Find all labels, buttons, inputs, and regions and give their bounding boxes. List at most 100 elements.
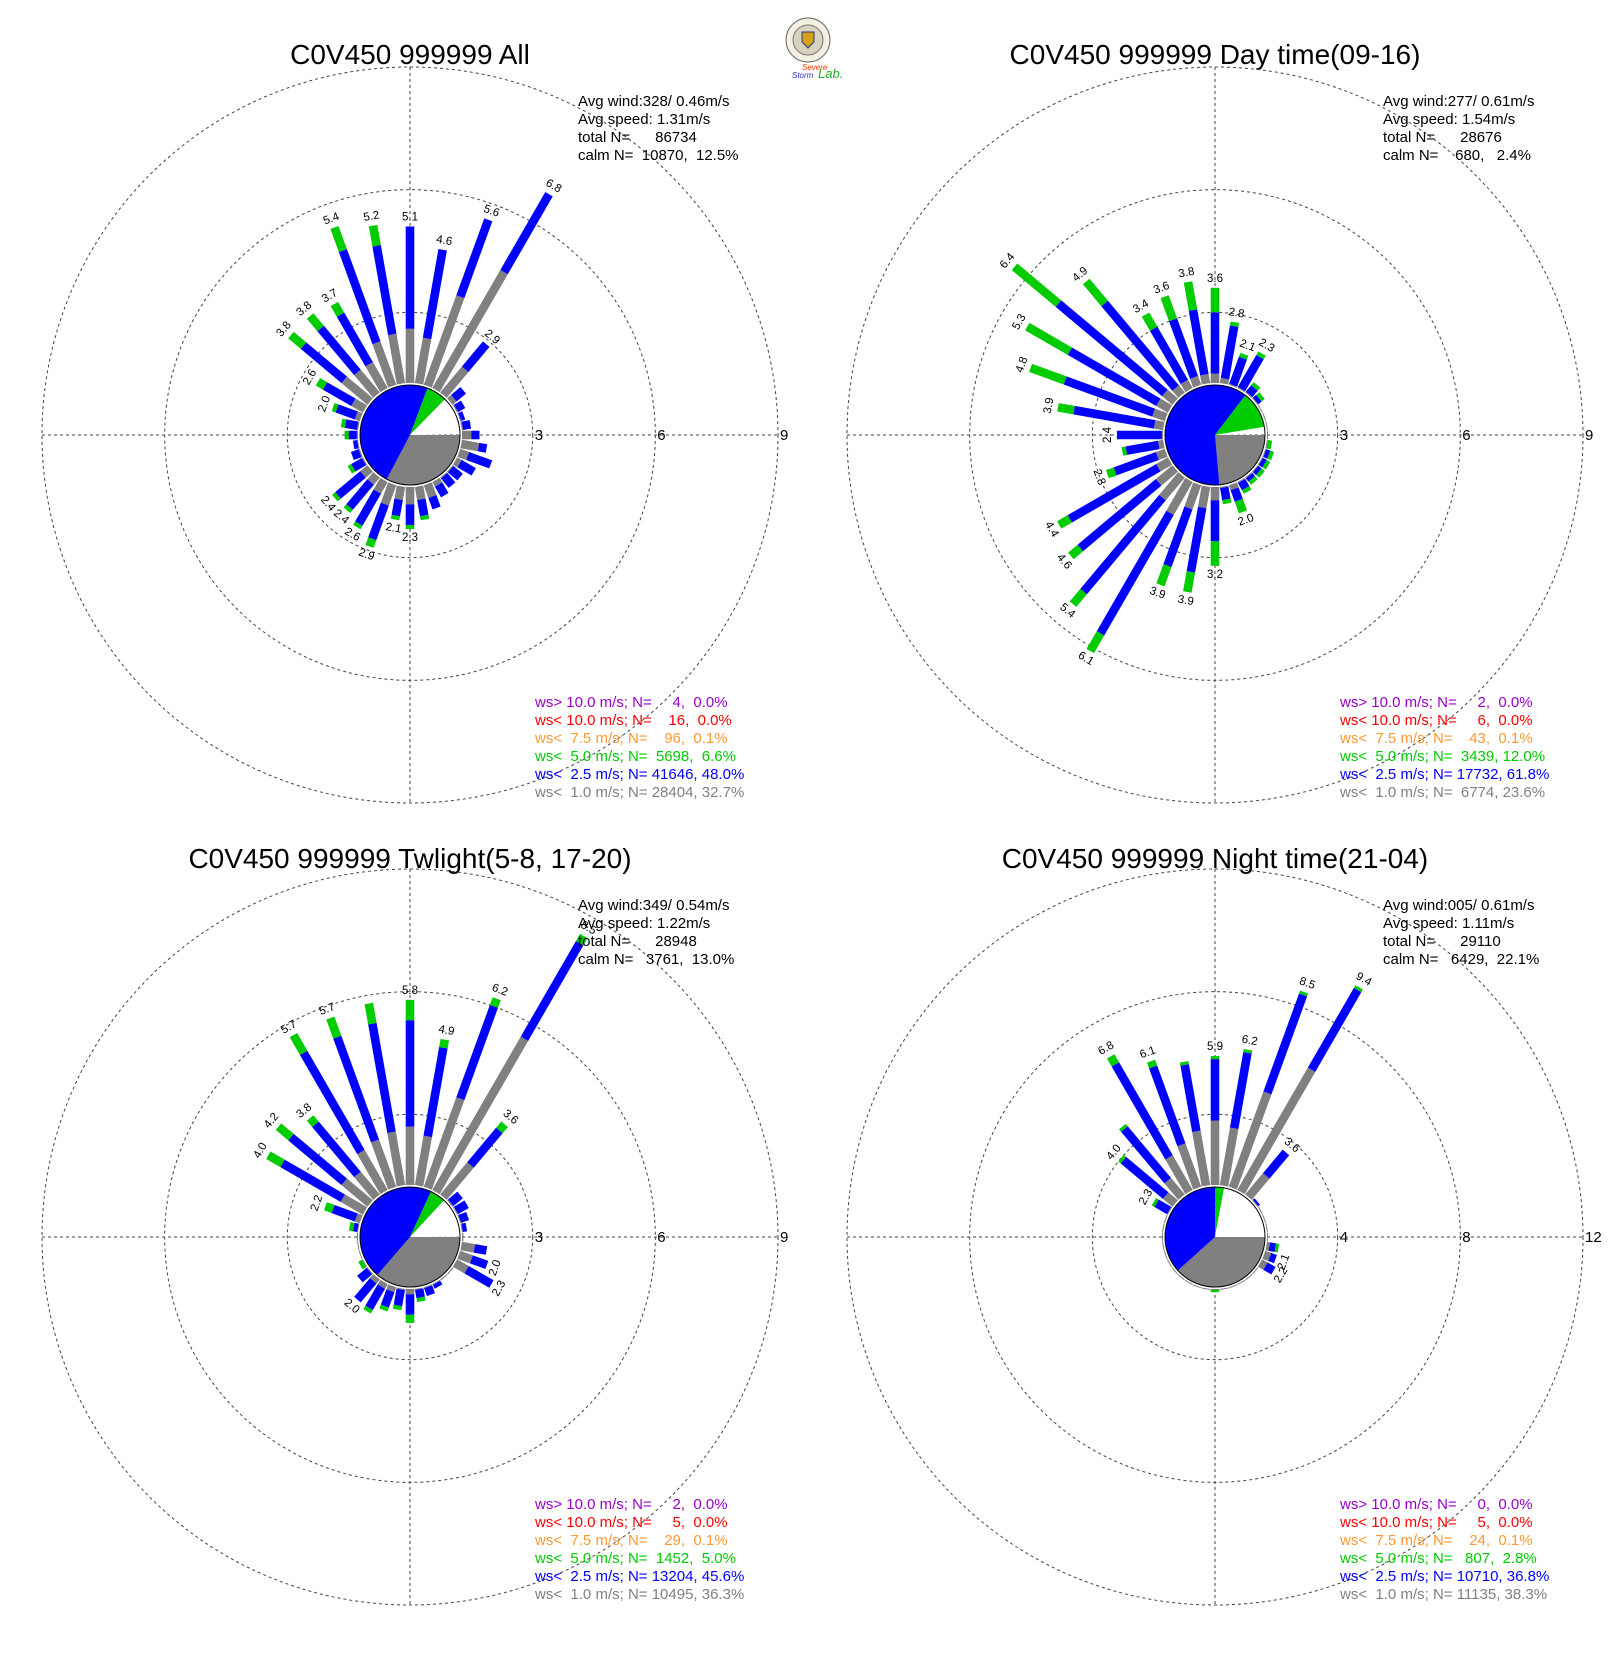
bar-value-label: 2.0 — [316, 394, 333, 413]
bar-gray-segment — [1154, 420, 1165, 430]
bar-green-segment — [1029, 364, 1067, 385]
bar-value-label: 5.4 — [322, 211, 342, 228]
bar-blue-segment — [406, 505, 415, 525]
bar-blue-segment — [312, 1121, 361, 1177]
bar-gray-segment — [406, 487, 415, 505]
bar-value-label: 3.9 — [1177, 594, 1195, 609]
legend-entry: ws< 10.0 m/s; N= 16, 0.0% — [534, 712, 732, 729]
bar-gray-segment — [460, 440, 479, 452]
legend-entry: ws< 5.0 m/s; N= 807, 2.8% — [1339, 1550, 1537, 1567]
stats-line: Avg speed: 1.31m/s — [578, 111, 710, 128]
bar-blue-segment — [423, 249, 447, 339]
bar-gray-segment — [394, 485, 405, 500]
bar-gray-segment — [1211, 1120, 1220, 1185]
bar-green-segment — [1057, 403, 1075, 414]
bar-blue-segment — [1117, 431, 1162, 440]
bar-blue-segment — [1211, 1059, 1220, 1120]
bar-blue-segment — [456, 218, 492, 298]
bar-value-label: 5.7 — [318, 1001, 337, 1018]
bar-green-segment — [365, 1003, 377, 1025]
legend-entry: ws< 10.0 m/s; N= 6, 0.0% — [1339, 712, 1533, 729]
legend-entry: ws> 10.0 m/s; N= 0, 0.0% — [1339, 1496, 1533, 1513]
bar-blue-segment — [1263, 993, 1307, 1094]
legend-entry: ws< 5.0 m/s; N= 3439, 12.0% — [1339, 748, 1545, 765]
legend-entry: ws< 1.0 m/s; N= 6774, 23.6% — [1339, 784, 1545, 801]
bar-green-segment — [369, 225, 381, 247]
bar-blue-segment — [349, 431, 357, 440]
bar-green-segment — [1161, 295, 1177, 321]
bar-value-label: 4.9 — [437, 1024, 455, 1039]
bar-blue-segment — [368, 1023, 396, 1133]
legend-entry: ws< 7.5 m/s; N= 96, 0.1% — [534, 730, 728, 747]
bar-gray-segment — [406, 1289, 415, 1294]
bar-gray-segment — [462, 1233, 463, 1242]
bar-blue-segment — [345, 419, 359, 430]
bar-gray-segment — [462, 431, 471, 440]
bar-blue-segment — [1211, 312, 1220, 373]
bar-value-label: 3.6 — [1207, 273, 1223, 285]
bar-value-label: 3.8 — [1178, 266, 1196, 281]
legend-entry: ws> 10.0 m/s; N= 4, 0.0% — [534, 694, 728, 711]
legend-entry: ws< 1.0 m/s; N= 28404, 32.7% — [534, 784, 744, 801]
legend-entry: ws> 10.0 m/s; N= 2, 0.0% — [1339, 694, 1533, 711]
bar-gray-segment — [1267, 431, 1268, 440]
legend-entry: ws< 7.5 m/s; N= 24, 0.1% — [1339, 1532, 1533, 1549]
legend-entry: ws< 7.5 m/s; N= 29, 0.1% — [534, 1532, 728, 1549]
legend-entry: ws< 2.5 m/s; N= 13204, 45.6% — [534, 1568, 744, 1585]
bar-blue-segment — [424, 1047, 448, 1137]
bar-blue-segment — [1230, 1052, 1252, 1129]
bar-value-label: 3.2 — [1207, 569, 1223, 581]
bar-gray-segment — [1265, 1224, 1267, 1233]
stats-line: total N= 28676 — [1383, 129, 1502, 146]
bar-blue-segment — [394, 1289, 405, 1307]
ring-tick-label: 6 — [1462, 427, 1470, 444]
bar-gray-segment — [1237, 1068, 1315, 1195]
bar-gray-segment — [406, 1127, 415, 1185]
bar-blue-segment — [462, 420, 472, 430]
bar-green-segment — [330, 226, 346, 252]
bar-blue-segment — [456, 1005, 498, 1100]
legend-entry: ws< 10.0 m/s; N= 5, 0.0% — [1339, 1514, 1533, 1531]
stats-line: Avg wind:328/ 0.46m/s — [578, 93, 729, 110]
bar-green-segment — [326, 1017, 341, 1039]
bar-gray-segment — [1162, 431, 1163, 440]
bar-gray-segment — [1162, 1224, 1164, 1233]
bar-value-label: 5.2 — [363, 209, 381, 224]
bar-gray-segment — [1162, 1242, 1164, 1251]
chart-title: C0V450 999999 All — [290, 39, 530, 70]
bar-value-label: 2.4 — [1102, 426, 1114, 443]
bar-green-segment — [1087, 631, 1105, 653]
bar-gray-segment — [1202, 1287, 1211, 1289]
bar-green-segment — [1211, 1056, 1220, 1059]
bar-value-label: 2.1 — [385, 521, 403, 536]
bar-green-segment — [290, 1033, 308, 1055]
bar-gray-segment — [1211, 1289, 1220, 1290]
bar-green-segment — [406, 1000, 415, 1020]
bar-gray-segment — [460, 1242, 475, 1253]
pie-slice — [1215, 435, 1265, 485]
bar-green-segment — [406, 1315, 415, 1323]
stats-line: total N= 28948 — [578, 933, 697, 950]
bar-value-label: 2.6 — [342, 526, 362, 544]
bar-value-label: 4.8 — [1014, 355, 1031, 374]
bar-value-label: 5.9 — [1207, 1041, 1223, 1053]
bar-gray-segment — [415, 485, 426, 500]
ring-tick-label: 9 — [780, 1229, 788, 1246]
bar-value-label: 6.2 — [490, 982, 509, 999]
ring-tick-label: 3 — [535, 427, 543, 444]
bar-green-segment — [1025, 323, 1072, 355]
bar-value-label: 2.3 — [402, 532, 418, 544]
logo-storm-text: Storm — [792, 71, 814, 80]
bar-value-label: 2.0 — [487, 1258, 504, 1277]
bar-value-label: 3.9 — [1148, 585, 1167, 602]
bar-blue-segment — [478, 443, 488, 453]
stats-line: total N= 86734 — [578, 129, 697, 146]
bar-value-label: 4.6 — [435, 234, 453, 249]
bar-green-segment — [1211, 1290, 1220, 1292]
legend-entry: ws< 5.0 m/s; N= 1452, 5.0% — [534, 1550, 736, 1567]
legend-entry: ws< 2.5 m/s; N= 10710, 36.8% — [1339, 1568, 1549, 1585]
